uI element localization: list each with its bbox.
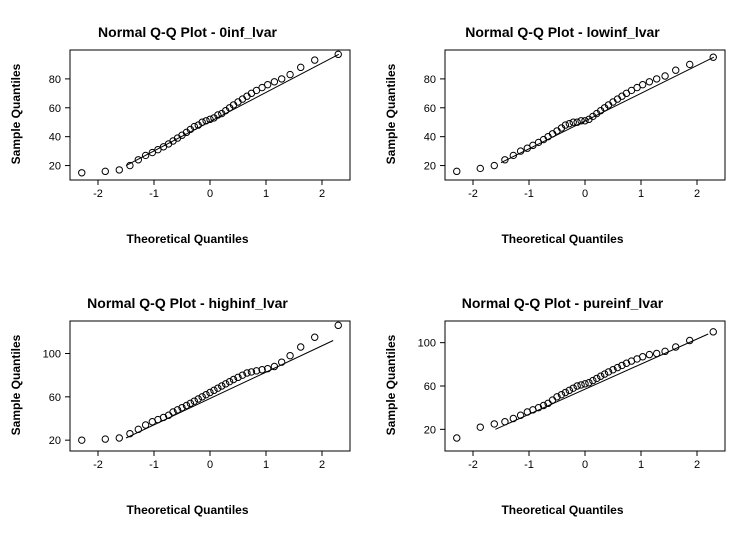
svg-text:60: 60 bbox=[424, 381, 436, 393]
data-point bbox=[271, 79, 277, 85]
svg-text:-1: -1 bbox=[149, 188, 159, 200]
data-point bbox=[271, 363, 277, 369]
svg-text:-2: -2 bbox=[93, 188, 103, 200]
data-point bbox=[264, 81, 270, 87]
data-point bbox=[102, 435, 108, 441]
svg-text:0: 0 bbox=[207, 188, 213, 200]
data-point bbox=[646, 351, 652, 357]
svg-text:40: 40 bbox=[49, 132, 61, 144]
data-point bbox=[278, 76, 284, 82]
svg-text:-2: -2 bbox=[468, 188, 478, 200]
data-point bbox=[517, 412, 523, 418]
data-point bbox=[116, 434, 122, 440]
data-point bbox=[102, 168, 108, 174]
qq-reference-line bbox=[126, 340, 333, 438]
data-point bbox=[477, 165, 483, 171]
qq-plot-panel: Normal Q-Q Plot - highinf_lvarTheoretica… bbox=[0, 271, 375, 541]
data-point bbox=[454, 168, 460, 174]
svg-text:40: 40 bbox=[424, 132, 436, 144]
svg-text:-2: -2 bbox=[468, 459, 478, 471]
data-point bbox=[312, 57, 318, 63]
svg-text:60: 60 bbox=[424, 103, 436, 115]
data-point bbox=[673, 67, 679, 73]
data-point bbox=[116, 167, 122, 173]
svg-text:2: 2 bbox=[319, 459, 325, 471]
data-point bbox=[142, 421, 148, 427]
data-point bbox=[639, 81, 645, 87]
data-point bbox=[298, 343, 304, 349]
data-point bbox=[566, 120, 572, 126]
data-point bbox=[203, 118, 209, 124]
data-point bbox=[477, 423, 483, 429]
data-point bbox=[335, 322, 341, 328]
data-point bbox=[653, 76, 659, 82]
svg-text:-1: -1 bbox=[149, 459, 159, 471]
qq-plot-svg: -2 -1 0 1 2 20 60 100 bbox=[375, 271, 750, 541]
svg-text:-1: -1 bbox=[524, 459, 534, 471]
svg-text:80: 80 bbox=[49, 74, 61, 86]
svg-text:1: 1 bbox=[263, 188, 269, 200]
data-point bbox=[502, 418, 508, 424]
data-point bbox=[287, 352, 293, 358]
data-point bbox=[79, 170, 85, 176]
svg-text:2: 2 bbox=[694, 459, 700, 471]
data-point bbox=[582, 380, 588, 386]
svg-text:-2: -2 bbox=[93, 459, 103, 471]
qq-plot-svg: -2 -1 0 1 2 20 60 100 bbox=[0, 271, 375, 541]
data-point bbox=[298, 64, 304, 70]
data-point bbox=[646, 79, 652, 85]
svg-text:0: 0 bbox=[207, 459, 213, 471]
qq-plot-svg: -2 -1 0 1 2 20 40 60 80 bbox=[375, 0, 750, 270]
svg-text:20: 20 bbox=[49, 435, 61, 447]
data-point bbox=[710, 328, 716, 334]
data-point bbox=[491, 420, 497, 426]
data-point bbox=[287, 71, 293, 77]
data-point bbox=[79, 436, 85, 442]
data-point bbox=[454, 434, 460, 440]
svg-text:1: 1 bbox=[638, 459, 644, 471]
svg-text:1: 1 bbox=[263, 459, 269, 471]
data-point bbox=[312, 334, 318, 340]
data-point bbox=[662, 73, 668, 79]
svg-text:1: 1 bbox=[638, 188, 644, 200]
svg-text:20: 20 bbox=[49, 161, 61, 173]
svg-text:2: 2 bbox=[319, 188, 325, 200]
data-point bbox=[491, 162, 497, 168]
svg-text:60: 60 bbox=[49, 391, 61, 403]
qq-plot-panel: Normal Q-Q Plot - pureinf_lvarTheoretica… bbox=[375, 271, 750, 541]
svg-text:100: 100 bbox=[418, 337, 436, 349]
svg-text:-1: -1 bbox=[524, 188, 534, 200]
qq-plot-panel: Normal Q-Q Plot - 0inf_lvarTheoretical Q… bbox=[0, 0, 375, 270]
data-point bbox=[549, 396, 555, 402]
data-point bbox=[510, 415, 516, 421]
data-point bbox=[653, 350, 659, 356]
data-point bbox=[687, 61, 693, 67]
svg-text:20: 20 bbox=[424, 424, 436, 436]
qq-plot-panel: Normal Q-Q Plot - lowinf_lvarTheoretical… bbox=[375, 0, 750, 270]
data-point bbox=[135, 426, 141, 432]
svg-text:60: 60 bbox=[49, 103, 61, 115]
qq-plot-svg: -2 -1 0 1 2 20 40 60 80 bbox=[0, 0, 375, 270]
svg-text:80: 80 bbox=[424, 74, 436, 86]
svg-text:0: 0 bbox=[582, 459, 588, 471]
svg-text:2: 2 bbox=[694, 188, 700, 200]
data-point bbox=[578, 381, 584, 387]
data-point bbox=[639, 353, 645, 359]
svg-text:100: 100 bbox=[43, 348, 61, 360]
svg-text:20: 20 bbox=[424, 161, 436, 173]
svg-text:0: 0 bbox=[582, 188, 588, 200]
